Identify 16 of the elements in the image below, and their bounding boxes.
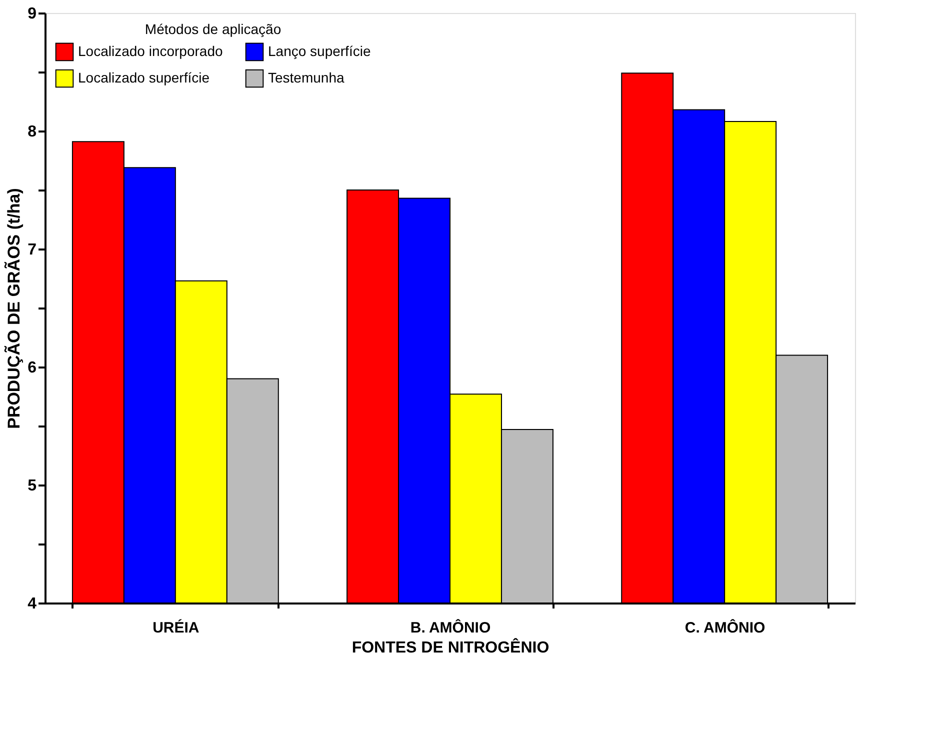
x-axis-title: FONTES DE NITROGÊNIO xyxy=(352,638,550,656)
legend-label: Localizado incorporado xyxy=(78,42,223,59)
legend-label: Lanço superfície xyxy=(268,42,371,59)
y-tick-label: 5 xyxy=(28,478,37,494)
x-tick-label: C. AMÔNIO xyxy=(684,618,766,636)
y-axis-title: PRODUÇÃO DE GRÃOS (t/ha) xyxy=(4,188,24,429)
y-tick-label: 9 xyxy=(28,6,37,22)
legend-title: Métodos de aplicação xyxy=(144,21,282,37)
y-tick-label: 4 xyxy=(28,596,37,612)
legend-label: Testemunha xyxy=(268,70,344,86)
x-tick-label: B. AMÔNIO xyxy=(410,618,491,636)
legend-label: Localizado superfície xyxy=(78,70,210,86)
y-tick-label: 7 xyxy=(28,242,37,258)
x-tick-label: URÉIA xyxy=(152,618,200,636)
y-tick-label: 6 xyxy=(28,360,37,376)
y-tick-label: 8 xyxy=(28,124,37,140)
